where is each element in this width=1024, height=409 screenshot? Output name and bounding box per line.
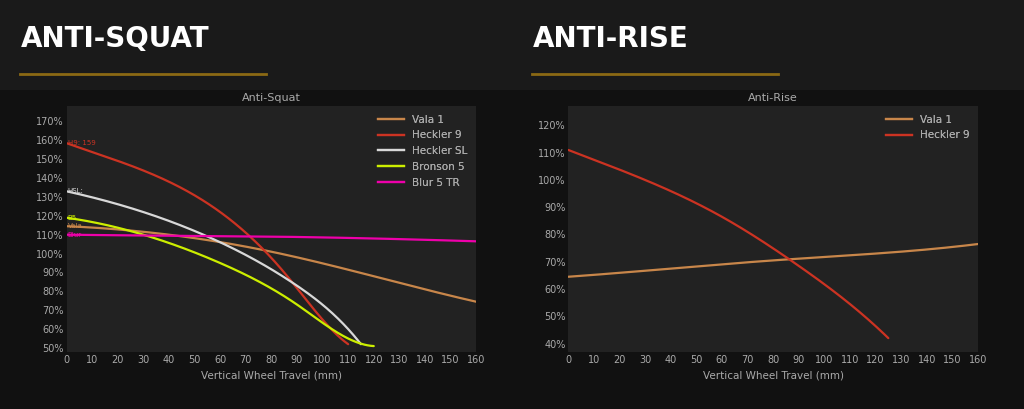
Text: ANTI-SQUAT: ANTI-SQUAT bbox=[20, 25, 209, 53]
X-axis label: Vertical Wheel Travel (mm): Vertical Wheel Travel (mm) bbox=[702, 370, 844, 380]
Text: Blur: Blur bbox=[68, 232, 82, 238]
Title: Anti-Squat: Anti-Squat bbox=[242, 93, 301, 103]
Text: B5: B5 bbox=[68, 215, 77, 221]
Text: ANTI-RISE: ANTI-RISE bbox=[532, 25, 688, 53]
Text: H9: 159: H9: 159 bbox=[68, 140, 95, 146]
Title: Anti-Rise: Anti-Rise bbox=[749, 93, 798, 103]
Text: HSL:: HSL: bbox=[68, 188, 84, 194]
X-axis label: Vertical Wheel Travel (mm): Vertical Wheel Travel (mm) bbox=[201, 370, 342, 380]
Text: Vala: Vala bbox=[68, 223, 83, 229]
Legend: Vala 1, Heckler 9: Vala 1, Heckler 9 bbox=[883, 112, 973, 144]
Legend: Vala 1, Heckler 9, Heckler SL, Bronson 5, Blur 5 TR: Vala 1, Heckler 9, Heckler SL, Bronson 5… bbox=[375, 112, 471, 191]
